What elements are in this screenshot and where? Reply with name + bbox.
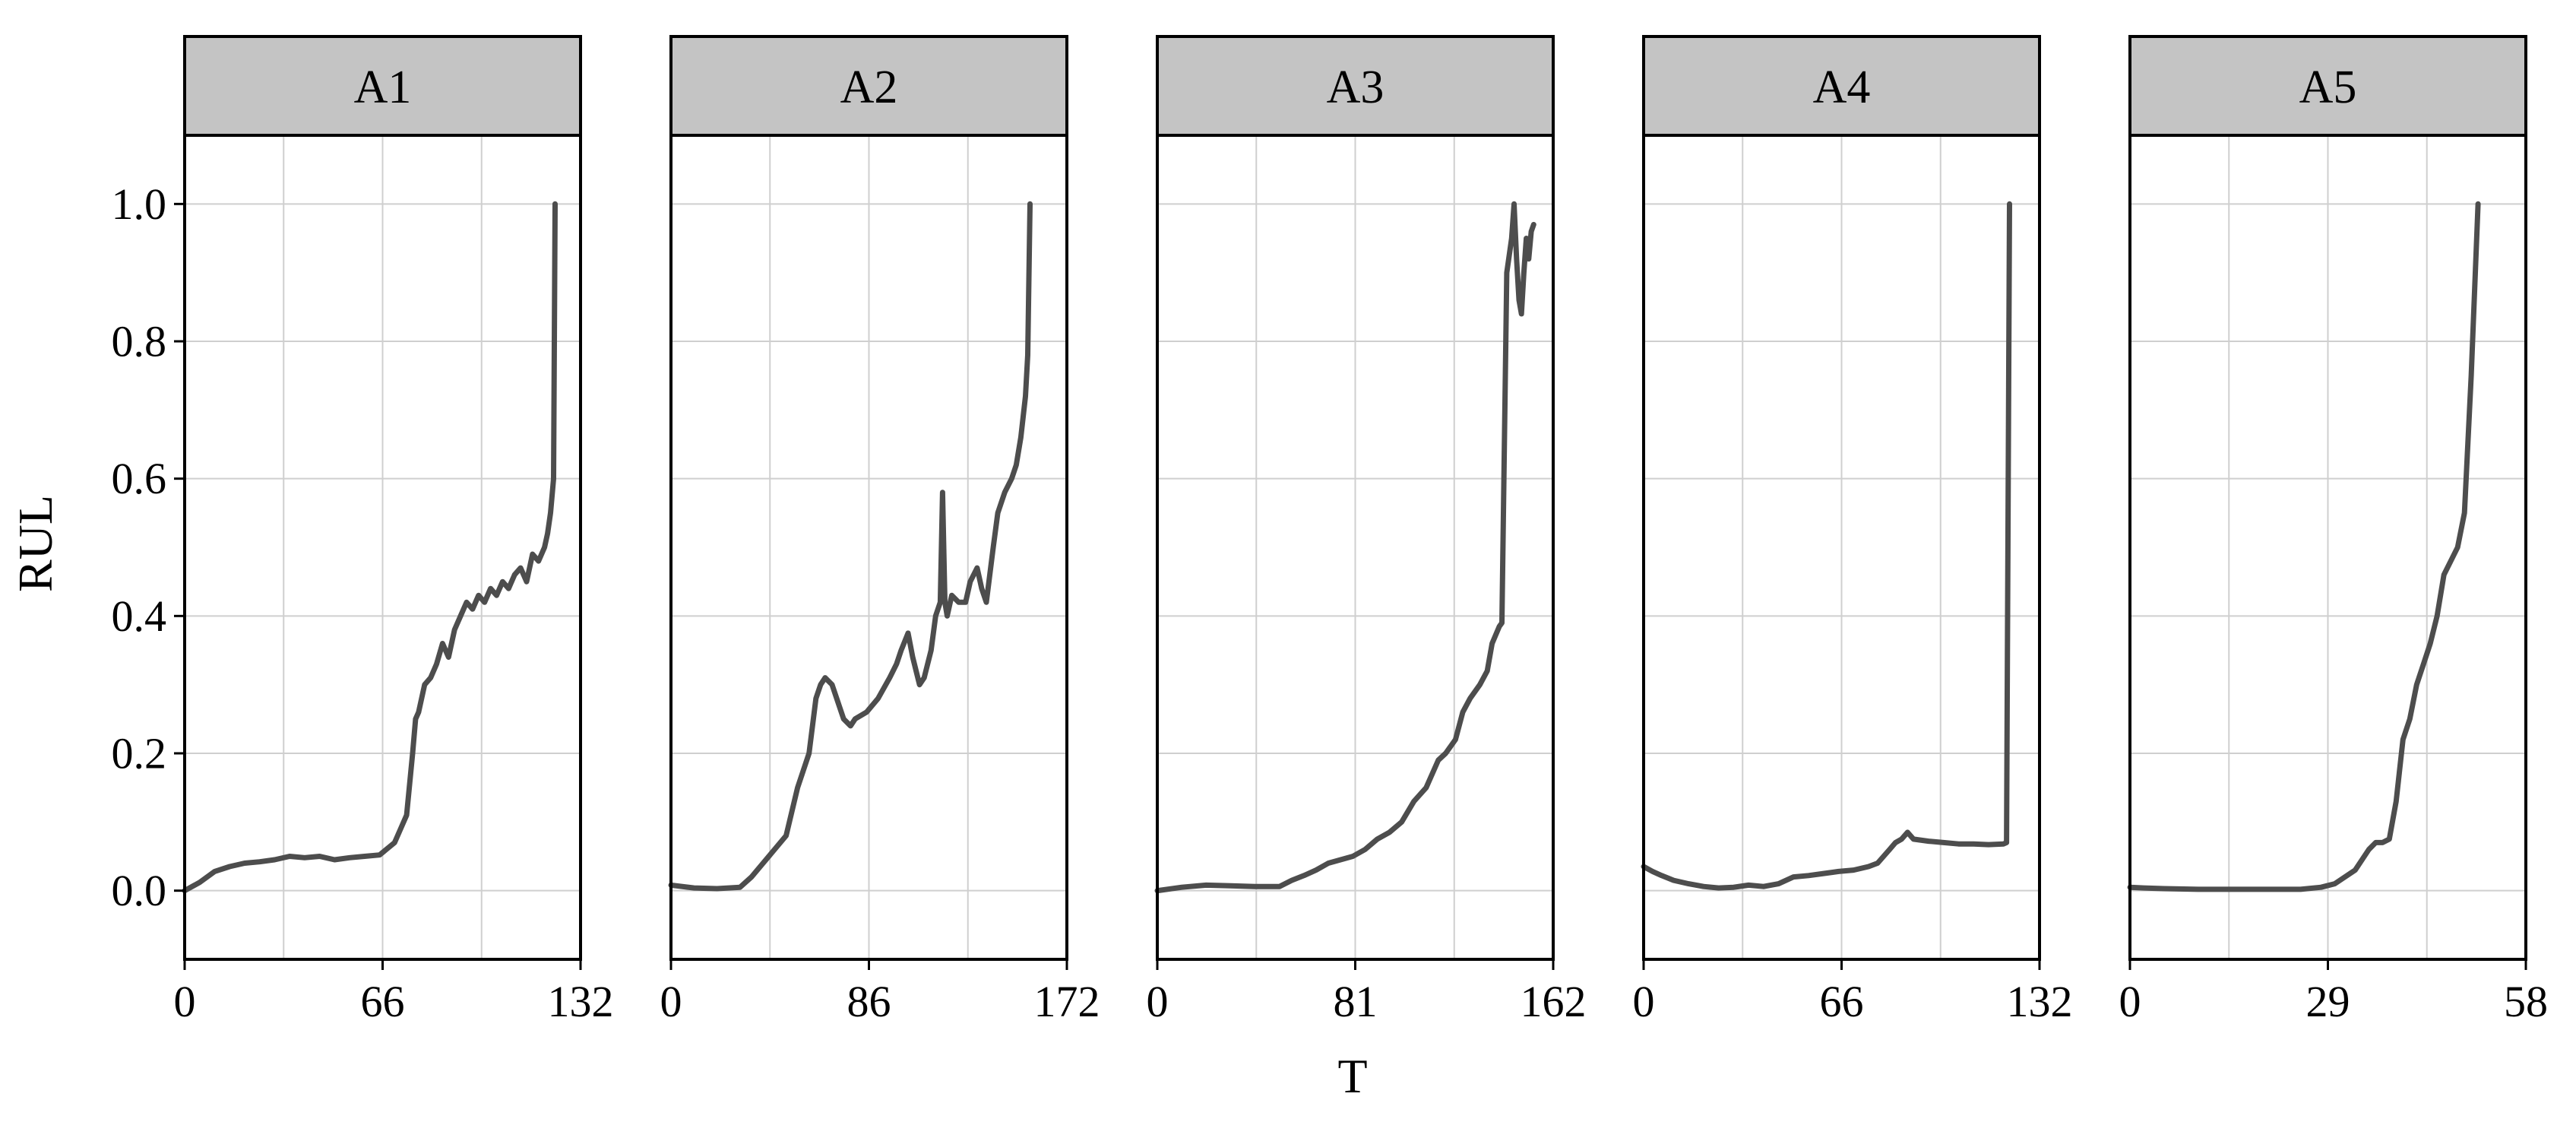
series-line-a5	[2127, 201, 2481, 892]
x-tick-label: 0	[1633, 977, 1655, 1026]
x-tick-label: 29	[2306, 977, 2350, 1026]
y-tick-label: 0.6	[112, 454, 167, 503]
y-axis: 0.0 0.2 0.4 0.6 0.8 1.0	[112, 179, 185, 915]
facet-strip	[1642, 35, 2041, 137]
y-tick-label: 0.8	[112, 317, 167, 366]
x-tick-label: 0	[2119, 977, 2141, 1026]
facet-panel-a2: A2 0 86 172	[660, 35, 1100, 1026]
y-tick-label: 0.0	[112, 866, 167, 915]
x-tick-label: 0	[1147, 977, 1169, 1026]
x-tick-label: 66	[1820, 977, 1864, 1026]
x-tick-label: 162	[1521, 977, 1587, 1026]
series-line-a2	[668, 201, 1033, 892]
facet-strip-label: A5	[2299, 62, 2357, 113]
facet-strip	[669, 35, 1068, 137]
y-tick-label: 0.4	[112, 591, 167, 641]
facet-strip-label: A2	[840, 62, 898, 113]
y-tick-label: 0.2	[112, 729, 167, 778]
facet-strip-label: A1	[354, 62, 412, 113]
x-tick-label: 172	[1034, 977, 1100, 1026]
x-tick-label: 0	[174, 977, 196, 1026]
facet-strip	[183, 35, 582, 137]
facet-panel-a1: A1 0 66 132	[174, 35, 614, 1026]
x-tick-label: 0	[660, 977, 682, 1026]
series-line-a3	[1154, 201, 1536, 894]
facet-panel-a5: A5 0 29 58	[2119, 35, 2548, 1026]
facet-strip-label: A3	[1327, 62, 1385, 113]
x-tick-label: 81	[1334, 977, 1378, 1026]
y-axis-title: RUL	[8, 495, 62, 592]
x-tick-label: 86	[847, 977, 891, 1026]
x-tick-label: 132	[2007, 977, 2073, 1026]
facet-panels: A1 0 66 132 A2 0 86 172 A3 0 81 162 A4 0 66 132 A5 0 29 58	[174, 35, 2548, 1026]
x-tick-label: 132	[548, 977, 614, 1026]
y-tick-label: 1.0	[112, 179, 167, 229]
series-line-a4	[1641, 201, 2012, 891]
facet-panel-a4: A4 0 66 132	[1633, 35, 2073, 1026]
facet-strip	[1156, 35, 1555, 137]
x-tick-label: 58	[2504, 977, 2548, 1026]
series-line-a1	[182, 201, 558, 894]
facet-strip	[2128, 35, 2527, 137]
x-tick-label: 66	[361, 977, 405, 1026]
facet-strip-label: A4	[1813, 62, 1871, 113]
facet-panel-a3: A3 0 81 162	[1147, 35, 1587, 1026]
x-axis-title: T	[1337, 1049, 1367, 1103]
